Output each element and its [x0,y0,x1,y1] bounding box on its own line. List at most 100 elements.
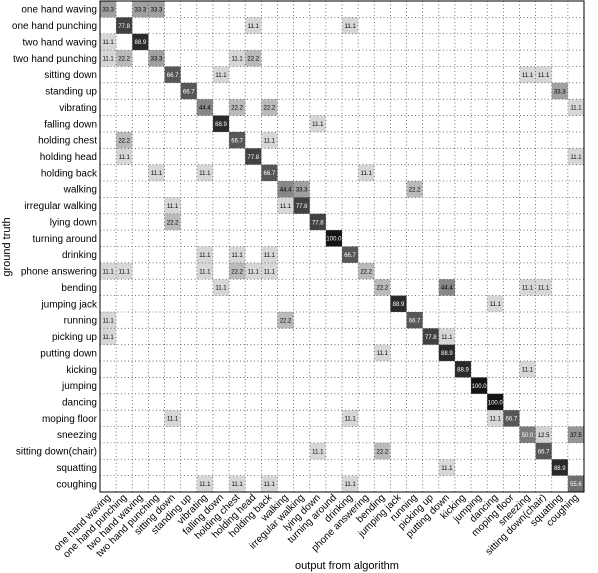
cell-value-label: 55.6 [570,482,582,488]
cell-value-label: 11.1 [232,57,244,63]
y-tick-label: squatting [56,463,97,474]
cell-value-label: 11.1 [522,368,534,374]
heatmap-cell [309,442,326,460]
heatmap-cell [487,410,504,427]
y-tick-label: turning around [33,234,98,245]
heatmap-cell [551,82,568,100]
cell-value-label: 66.7 [409,318,421,324]
cell-value-label: 11.1 [312,122,324,128]
heatmap-cell [519,361,536,378]
heatmap-cell [293,181,310,198]
heatmap-cell [406,181,423,198]
heatmap-cell [342,475,359,492]
heatmap-cell [148,1,165,18]
cell-value-label: 11.1 [264,269,276,275]
cell-value-label: 77.8 [296,204,308,210]
heatmap-cell [277,181,294,198]
heatmap-cell [132,33,149,51]
heatmap-cell [116,131,133,149]
y-tick-label: picking up [52,332,97,343]
heatmap-cell [100,50,117,67]
cell-value-label: 11.1 [199,269,211,275]
y-tick-label: dancing [62,397,97,408]
cell-value-label: 11.1 [490,302,502,308]
cell-value-label: 100.0 [326,237,342,243]
heatmap-cell [438,328,455,345]
heatmap-cell [245,262,262,280]
y-tick-label: running [64,316,97,327]
cell-value-label: 66.7 [506,417,518,423]
heatmap-cell [261,164,278,182]
heatmap-cell [100,328,117,345]
y-tick-label: holding head [40,152,97,163]
cell-value-label: 11.1 [538,286,550,292]
cell-value-label: 22.2 [264,106,276,112]
y-tick-label: drinking [62,250,97,261]
cell-value-label: 88.9 [134,40,146,46]
cell-value-label: 11.1 [199,253,211,259]
cell-value-label: 77.8 [425,335,437,341]
cell-value-label: 11.1 [522,286,534,292]
cell-value-label: 100.0 [472,384,488,390]
y-tick-label: coughing [56,479,97,490]
heatmap-cell [519,426,536,443]
heatmap-cell [406,311,423,329]
cell-value-label: 12.5 [538,433,550,439]
cell-value-label: 37.5 [570,433,582,439]
heatmap-cell [245,148,262,165]
cell-value-label: 22.2 [118,138,130,144]
heatmap-cell [342,17,359,34]
cell-value-label: 88.9 [215,122,227,128]
cell-value-label: 11.1 [522,73,534,79]
y-tick-label: kicking [66,365,97,376]
heatmap-cell [229,50,246,67]
cell-value-label: 88.9 [441,351,453,357]
cell-value-label: 11.1 [264,253,276,259]
heatmap-cell [100,33,117,51]
y-tick-label: sneezing [57,430,97,441]
cell-value-label: 44.4 [441,286,453,292]
heatmap-cell [358,262,375,280]
y-tick-label: one hand waving [21,5,97,16]
cell-value-label: 77.8 [118,24,130,30]
y-tick-label: putting down [40,348,97,359]
y-tick-label: phone answering [21,267,97,278]
cell-value-label: 66.7 [264,171,276,177]
heatmap-cell [535,442,552,460]
cell-value-label: 22.2 [167,220,179,226]
y-tick-label: lying down [50,217,97,228]
heatmap-cell [164,213,181,231]
heatmap-cell [358,164,375,182]
y-tick-label: two hand waving [23,37,98,48]
cell-value-label: 11.1 [232,253,244,259]
heatmap-cell [487,393,504,411]
cell-value-label: 33.3 [134,7,146,13]
heatmap-cell [196,164,213,182]
heatmap-cell [196,475,213,492]
heatmap-cell [374,344,391,362]
heatmap-cell [342,410,359,427]
heatmap-cell [164,197,181,214]
heatmap-cell [535,66,552,83]
heatmap-cell [422,328,439,345]
y-tick-label: vibrating [59,103,97,114]
y-tick-label: sitting down [44,70,97,81]
cell-value-label: 11.1 [280,204,292,210]
cell-value-label: 22.2 [376,449,388,455]
cell-value-label: 88.9 [457,368,469,374]
y-tick-labels: one hand waving one hand punching two hand… [12,5,98,491]
heatmap-cell [374,442,391,460]
cell-value-label: 33.3 [102,7,114,13]
cell-value-label: 11.1 [377,351,389,357]
heatmap-cell [229,246,246,263]
heatmap-cell [567,99,584,116]
cell-value-label: 66.7 [167,73,179,79]
heatmap-cell [374,279,391,296]
heatmap-cell [277,197,294,214]
cell-value-label: 11.1 [215,73,227,79]
y-axis-label: ground truth [1,217,13,276]
heatmap-cell [229,475,246,492]
cell-value-label: 11.1 [151,171,163,177]
heatmap-cells [100,1,584,492]
heatmap-cell [100,262,117,280]
